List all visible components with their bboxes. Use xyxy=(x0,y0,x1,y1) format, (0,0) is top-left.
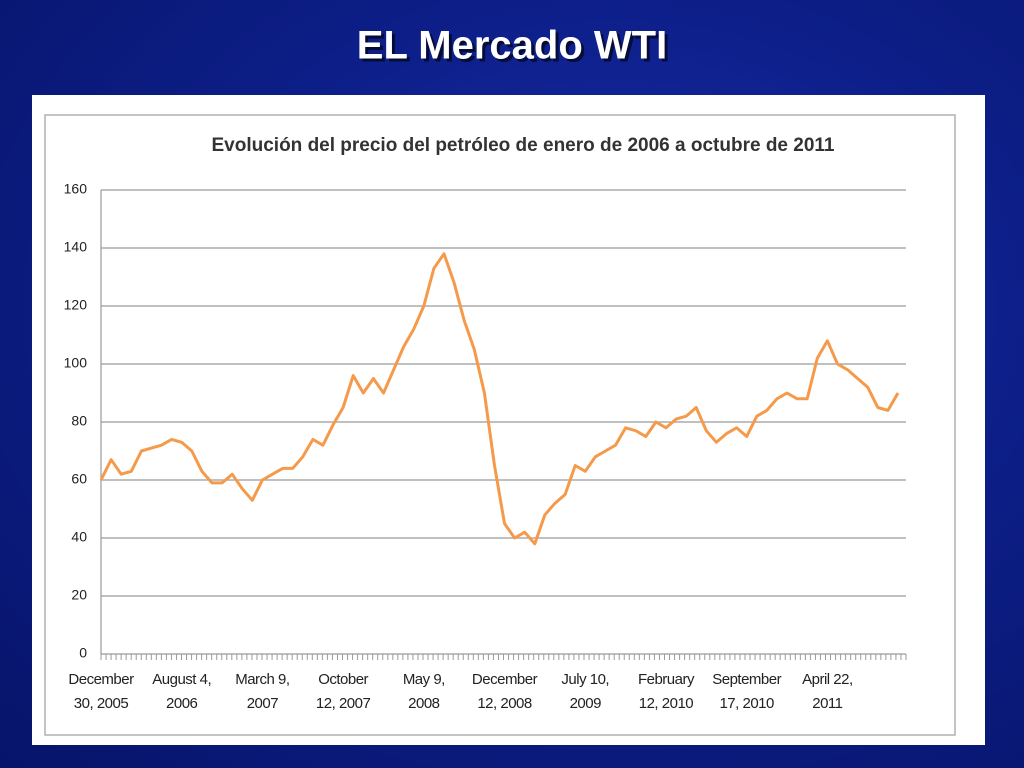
chart-frame xyxy=(44,114,956,736)
x-tick-label: February 12, 2010 xyxy=(637,671,695,712)
x-tick-label: December 12, 2008 xyxy=(471,671,538,712)
y-tick-label: 80 xyxy=(71,413,87,429)
y-tick-label: 20 xyxy=(71,587,87,603)
x-tick-label: April 22, 2011 xyxy=(802,671,853,712)
y-tick-label: 0 xyxy=(79,645,87,661)
x-tick-label: October 12, 2007 xyxy=(315,671,371,712)
x-tick-label: May 9, 2008 xyxy=(402,671,446,712)
price-line xyxy=(99,252,900,546)
y-tick-label: 120 xyxy=(64,297,88,313)
y-tick-label: 100 xyxy=(64,355,88,371)
y-tick-label: 60 xyxy=(71,471,87,487)
x-tick-label: August 4, 2006 xyxy=(152,671,212,712)
plot-area: 0 20 40 60 80 100 120 140 160 xyxy=(64,181,907,661)
slide-title: EL Mercado WTI xyxy=(357,24,667,68)
chart-title: Evolución del precio del petróleo de ene… xyxy=(212,135,835,156)
chart-panel xyxy=(32,95,985,745)
y-tick-label: 160 xyxy=(64,181,88,197)
slide-title-shadow: EL Mercado WTI xyxy=(360,27,670,71)
x-tick-label: September 17, 2010 xyxy=(712,671,782,712)
y-tick-label: 40 xyxy=(71,529,87,545)
x-tick-label: July 10, 2009 xyxy=(561,671,610,712)
x-tick-label: March 9, 2007 xyxy=(235,671,290,712)
x-tick-label: December 30, 2005 xyxy=(68,671,134,712)
y-tick-label: 140 xyxy=(64,239,88,255)
